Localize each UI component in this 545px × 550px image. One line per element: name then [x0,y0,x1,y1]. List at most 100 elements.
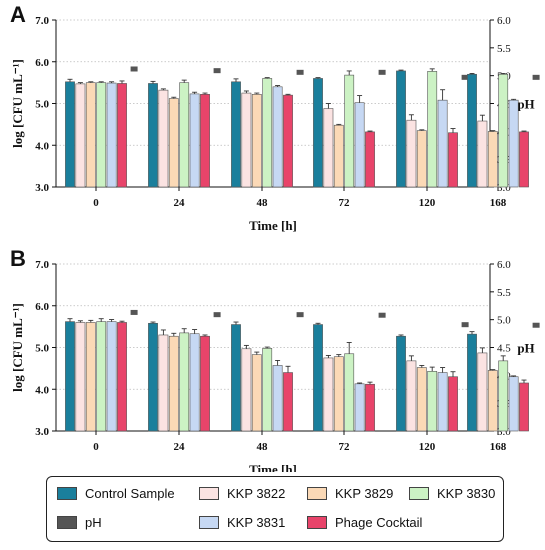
bar-kkp-3830 [498,73,509,188]
legend-label-ph: pH [85,515,102,530]
bar-kkp-3831 [106,82,117,188]
x-tick-label: 168 [490,197,507,209]
legend-swatch-kkp-3830 [409,487,429,500]
x-tick-label: 48 [257,441,269,453]
legend-label-kkp-3822: KKP 3822 [227,486,286,501]
x-tick-label: 72 [339,197,351,209]
ph-marker [213,68,221,74]
y-tick-label: 6.0 [35,57,49,69]
bar-control-sample [65,321,75,432]
bar-phage-cocktail [200,335,210,432]
bar-kkp-3831 [437,99,448,188]
y2-tick-label: 5.0 [497,315,511,327]
ph-marker [378,69,386,75]
bar-kkp-3830 [498,360,509,432]
bar-kkp-3822 [323,357,334,432]
bar-kkp-3829 [168,335,179,432]
legend-label-kkp-3829: KKP 3829 [335,486,394,501]
ph-marker [461,322,469,328]
y-axis-label: log [CFU mL⁻¹] [10,303,25,392]
bar-kkp-3829 [168,98,179,188]
y-tick-label: 7.0 [35,259,49,271]
ph-marker [532,74,540,80]
x-tick-label: 0 [93,441,99,453]
y-tick-label: 3.0 [35,426,49,438]
bar-kkp-3830 [96,321,107,432]
bar-control-sample [231,324,241,432]
y2-tick-label: 5.5 [497,287,511,299]
legend-swatch-kkp-3829 [307,487,327,500]
bar-kkp-3829 [251,354,262,432]
bar-kkp-3822 [75,83,86,188]
legend-item-kkp-3829: KKP 3829 [307,486,393,501]
legend-item-kkp-3831: KKP 3831 [199,515,285,530]
legend-label-control-sample: Control Sample [85,486,175,501]
bar-control-sample [148,83,158,188]
bar-control-sample [65,81,75,188]
bar-kkp-3830 [262,78,273,188]
bar-control-sample [396,70,406,188]
bar-phage-cocktail [365,383,375,432]
bar-kkp-3829 [333,124,344,188]
legend: Control Sample KKP 3822 KKP 3829 KKP 383… [46,476,504,542]
y-tick-label: 5.0 [35,99,49,111]
y-tick-label: 5.0 [35,343,49,355]
legend-swatch-control-sample [57,487,77,500]
legend-item-ph: pH [57,515,102,530]
bar-kkp-3830 [179,332,190,432]
y-tick-label: 4.0 [35,140,49,152]
y2-axis-label: pH [517,341,534,356]
bar-kkp-3831 [106,321,117,432]
ph-marker [296,312,304,318]
bar-kkp-3831 [508,376,519,432]
chart-panel-b: B3.04.05.06.07.03.03.54.04.55.05.56.0log… [10,246,540,472]
bar-kkp-3822 [158,89,169,188]
bar-phage-cocktail [117,322,127,432]
bar-control-sample [467,73,477,188]
bar-kkp-3822 [241,348,252,432]
legend-swatch-kkp-3822 [199,487,219,500]
bar-control-sample [148,322,158,432]
bar-kkp-3822 [158,334,169,432]
bar-kkp-3829 [416,130,427,188]
y2-tick-label: 5.5 [497,43,511,55]
bar-kkp-3822 [75,322,86,432]
bar-control-sample [231,81,241,188]
figure-canvas: A3.04.05.06.07.03.03.54.04.55.05.56.0log… [10,2,540,472]
ph-marker [130,66,138,72]
bar-kkp-3829 [487,370,498,432]
legend-item-phage-cocktail: Phage Cocktail [307,515,422,530]
bar-kkp-3829 [416,367,427,432]
bar-kkp-3831 [189,333,200,432]
bar-phage-cocktail [448,376,458,432]
bar-kkp-3829 [487,131,498,188]
x-tick-label: 72 [339,441,351,453]
ph-marker [461,74,469,80]
bar-control-sample [467,333,477,432]
legend-item-kkp-3822: KKP 3822 [199,486,285,501]
bar-kkp-3822 [477,352,488,432]
bar-phage-cocktail [519,131,529,188]
legend-swatch-ph [57,516,77,529]
legend-swatch-kkp-3831 [199,516,219,529]
x-tick-label: 120 [419,197,436,209]
legend-swatch-phage-cocktail [307,516,327,529]
x-tick-label: 24 [174,441,186,453]
bar-kkp-3831 [437,372,448,432]
chart-panel-a: A3.04.05.06.07.03.03.54.04.55.05.56.0log… [10,2,540,233]
bar-kkp-3829 [251,94,262,188]
bar-phage-cocktail [283,94,293,188]
panel-letter: B [10,246,26,271]
bar-kkp-3822 [241,92,252,188]
x-tick-label: 120 [419,441,436,453]
bar-kkp-3830 [262,348,273,432]
ph-marker [532,322,540,328]
bar-kkp-3822 [323,108,334,188]
ph-marker [130,309,138,315]
bar-phage-cocktail [519,382,529,432]
bar-kkp-3831 [354,102,365,188]
legend-label-kkp-3830: KKP 3830 [437,486,496,501]
x-tick-label: 48 [257,197,269,209]
x-tick-label: 168 [490,441,507,453]
legend-item-kkp-3830: KKP 3830 [409,486,495,501]
